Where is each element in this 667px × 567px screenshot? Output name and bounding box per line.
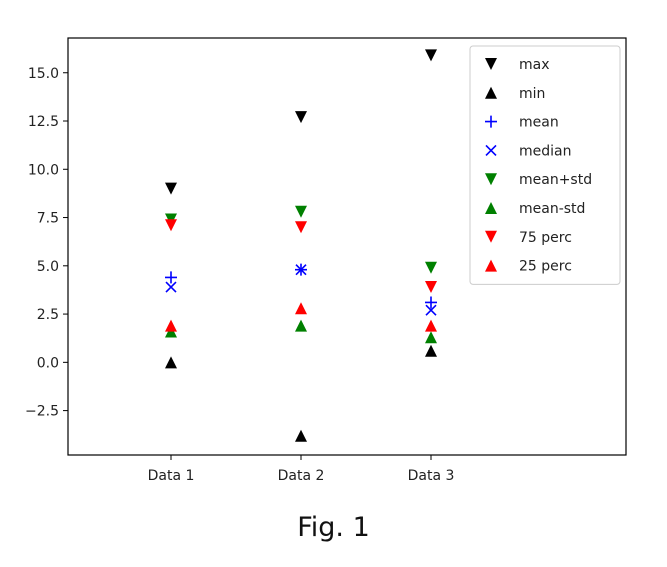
data-point-median bbox=[425, 304, 437, 316]
legend-label: mean bbox=[519, 115, 559, 131]
legend-marker bbox=[485, 202, 497, 214]
x-tick-label: Data 1 bbox=[148, 468, 195, 484]
data-point-25-perc bbox=[165, 319, 177, 332]
y-tick-label: 2.5 bbox=[37, 307, 59, 323]
legend-label: 25 perc bbox=[519, 259, 572, 275]
data-point-mean-std bbox=[425, 261, 437, 274]
data-point-min bbox=[425, 344, 437, 357]
legend-label: 75 perc bbox=[519, 230, 572, 246]
y-tick-label: 7.5 bbox=[37, 211, 59, 227]
scatter-chart: −2.50.02.55.07.510.012.515.0 Data 1 Data … bbox=[25, 37, 627, 484]
data-point-median bbox=[165, 281, 177, 293]
y-tick-label: 0.0 bbox=[37, 355, 59, 371]
data-point-25-perc bbox=[295, 302, 307, 315]
legend-marker bbox=[485, 86, 497, 99]
legend-box bbox=[469, 45, 621, 285]
data-point-25-perc bbox=[425, 319, 437, 332]
figure-caption: Fig. 1 bbox=[297, 512, 370, 543]
x-tick-label: Data 2 bbox=[278, 468, 325, 484]
data-point-75-perc bbox=[295, 221, 307, 234]
legend-marker bbox=[485, 259, 497, 272]
legend-marker bbox=[485, 230, 497, 243]
legend-label: min bbox=[519, 86, 545, 102]
data-points bbox=[165, 49, 437, 442]
legend-marker bbox=[485, 144, 497, 156]
data-point-median bbox=[295, 264, 307, 276]
legend-marker bbox=[485, 115, 497, 128]
plot-area bbox=[67, 37, 627, 456]
data-point-max bbox=[425, 49, 437, 62]
legend-label: max bbox=[519, 57, 550, 73]
legend: max min mean median mean+std mean-std 75 perc 2… bbox=[469, 45, 621, 285]
legend-label: mean-std bbox=[519, 201, 585, 217]
data-point-mean-std bbox=[425, 331, 437, 344]
y-tick-label: 10.0 bbox=[28, 162, 59, 178]
legend-label: mean+std bbox=[519, 172, 592, 188]
data-point-75-perc bbox=[165, 219, 177, 232]
data-point-mean-std bbox=[295, 319, 307, 332]
data-point-mean bbox=[165, 271, 177, 284]
x-axis: Data 1 Data 2 Data 3 bbox=[148, 455, 455, 484]
data-point-max bbox=[165, 182, 177, 195]
legend-marker bbox=[485, 173, 497, 186]
y-tick-label: −2.5 bbox=[25, 404, 59, 420]
y-tick-label: 12.5 bbox=[28, 114, 59, 130]
y-tick-label: 15.0 bbox=[28, 66, 59, 82]
y-axis: −2.5 0.0 2.5 5.0 7.5 10.0 12.5 15.0 bbox=[25, 66, 68, 420]
data-point-max bbox=[295, 111, 307, 124]
x-tick-label: Data 3 bbox=[408, 468, 455, 484]
data-point-min bbox=[295, 429, 307, 442]
data-point-75-perc bbox=[425, 281, 437, 294]
legend-label: median bbox=[519, 143, 571, 159]
data-point-min bbox=[165, 356, 177, 369]
data-point-mean bbox=[425, 296, 437, 309]
y-tick-label: 5.0 bbox=[37, 259, 59, 275]
legend-marker bbox=[485, 58, 497, 70]
data-point-mean-std bbox=[295, 205, 307, 218]
plot-frame bbox=[67, 37, 627, 456]
